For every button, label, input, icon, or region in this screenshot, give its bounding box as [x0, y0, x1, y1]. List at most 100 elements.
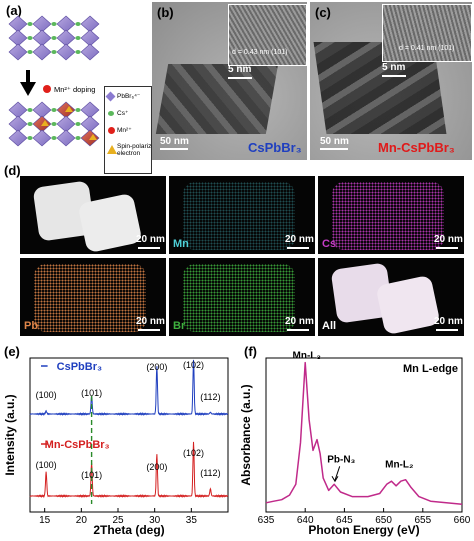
- tem-title-csPbBr3: CsPbBr₃: [248, 140, 302, 155]
- octahedron: [8, 129, 28, 147]
- spin-electron-icon: [107, 145, 117, 154]
- eds-map-cs: Cs 20 nm: [318, 176, 464, 254]
- eds-map-all: All 20 nm: [318, 258, 464, 336]
- cs-ion: [75, 36, 81, 40]
- hrtem-inset: d = 0.43 nm (101): [228, 4, 307, 66]
- octahedron-icon: [105, 91, 116, 102]
- peak-label: (101): [81, 470, 102, 480]
- peak-label: (100): [36, 390, 57, 400]
- cs-ion: [51, 122, 57, 126]
- mn-ion-icon: [108, 127, 115, 134]
- eds-map-pb: Pb 20 nm: [20, 258, 166, 336]
- inset-scale-bar: [228, 77, 252, 79]
- eds-scale-bar: [436, 329, 458, 331]
- octahedron: [32, 129, 52, 147]
- peak-label: (200): [146, 462, 167, 472]
- xrd-series-line: [29, 441, 229, 499]
- perovskite-schematic: Mn²⁺ doping PbBr₆⁴⁻ Cs⁺ Mn²⁺ Spin-polari…: [6, 14, 159, 174]
- peak-label: (100): [36, 460, 57, 470]
- chart-title: Mn L-edge: [403, 363, 458, 375]
- x-tick-label: 660: [454, 515, 471, 526]
- cs-ion: [27, 136, 33, 140]
- eds-scale-label: 20 nm: [136, 316, 165, 327]
- eds-map-mn: Mn 20 nm: [169, 176, 315, 254]
- peak-label: (112): [200, 468, 220, 478]
- eds-element-label: All: [322, 320, 337, 332]
- tem-image-csPbBr3: d = 0.43 nm (101) 5 nm 50 nm CsPbBr₃: [152, 2, 307, 160]
- cs-ion: [27, 36, 33, 40]
- doping-label: Mn²⁺ doping: [54, 85, 95, 94]
- scale-label: 50 nm: [160, 136, 189, 147]
- panel-d-label: (d): [4, 163, 21, 178]
- cs-ion: [51, 108, 57, 112]
- cs-ion: [51, 50, 57, 54]
- tem-image-mn-csPbBr3: d = 0.41 nm (101) 5 nm 50 nm Mn-CsPbBr₃: [310, 2, 472, 160]
- series-label: CsPbBr₃: [57, 361, 102, 373]
- xas-series-line: [265, 361, 463, 506]
- series-label: Mn-CsPbBr₃: [45, 439, 110, 451]
- eds-map-br: Br 20 nm: [169, 258, 315, 336]
- crystal-structure-illustration: Mn²⁺ doping: [8, 15, 100, 147]
- tem-title-mn-csPbBr3: Mn-CsPbBr₃: [378, 140, 455, 155]
- peak-label: (102): [183, 448, 204, 458]
- legend-item-mn: Mn²⁺: [117, 127, 132, 134]
- x-tick-label: 645: [336, 515, 353, 526]
- cs-ion: [27, 50, 33, 54]
- eds-scale-bar: [287, 329, 309, 331]
- spin-electron: [65, 106, 73, 112]
- nanocube-cluster: [155, 64, 279, 134]
- annotation-pb-n3: Pb-N₃: [327, 454, 355, 465]
- x-tick-label: 25: [112, 515, 124, 526]
- inset-scale-label: 5 nm: [228, 64, 252, 75]
- eds-scale-bar: [436, 247, 458, 249]
- x-tick-label: 655: [414, 515, 431, 526]
- octahedron: [80, 43, 100, 61]
- octahedron: [56, 129, 76, 147]
- plot-frame: [265, 357, 463, 513]
- x-tick-label: 635: [258, 515, 275, 526]
- eds-scale-label: 20 nm: [434, 234, 463, 245]
- eds-map-haadf: 20 nm: [20, 176, 166, 254]
- octahedron: [32, 43, 52, 61]
- x-tick-label: 15: [39, 515, 51, 526]
- x-axis-label: Photon Energy (eV): [308, 523, 419, 537]
- cs-ion: [27, 22, 33, 26]
- x-tick-label: 640: [297, 515, 314, 526]
- panel-f-label: (f): [244, 344, 257, 359]
- x-axis-label: 2Theta (deg): [93, 523, 164, 537]
- legend-item-cs: Cs⁺: [117, 110, 129, 117]
- cs-ion: [51, 22, 57, 26]
- octahedron: [80, 129, 100, 147]
- x-tick-label: 30: [149, 515, 161, 526]
- cs-ion-icon: [108, 111, 114, 116]
- eds-scale-label: 20 nm: [434, 316, 463, 327]
- y-axis-label: Absorbance (a.u.): [239, 384, 253, 485]
- eds-element-label: Mn: [173, 238, 189, 250]
- x-tick-label: 35: [186, 515, 198, 526]
- plot-frame: [29, 357, 229, 513]
- cs-ion: [75, 136, 81, 140]
- cs-ion: [75, 22, 81, 26]
- legend-box: PbBr₆⁴⁻ Cs⁺ Mn²⁺ Spin-polarized electron: [104, 86, 159, 174]
- eds-scale-bar: [138, 247, 160, 249]
- xrd-chart: 15 20 25 30 35 2Theta (deg) Intensity (a.u.) Cs…: [3, 357, 229, 537]
- inset-scale-label: 5 nm: [382, 62, 406, 73]
- peak-label: (200): [146, 362, 167, 372]
- hrtem-inset: d = 0.41 nm (101): [382, 4, 472, 62]
- cs-ion: [27, 108, 33, 112]
- spin-electron: [41, 120, 49, 126]
- peak-label: (112): [200, 392, 220, 402]
- eds-map-grid: 20 nm Mn 20 nm Cs 20 nm Pb 20 nm Br 20 nm All 20 n…: [20, 176, 470, 338]
- arrow-head: [331, 476, 339, 483]
- panel-c-label: (c): [315, 5, 331, 20]
- annotation-mn-l3: Mn-L₃: [293, 351, 322, 362]
- d-spacing-label: d = 0.41 nm (101): [399, 45, 455, 52]
- cs-ion: [75, 108, 81, 112]
- x-tick-label: 20: [76, 515, 88, 526]
- peak-label: (101): [81, 388, 102, 398]
- panel-e-label: (e): [4, 344, 20, 359]
- cs-ion: [75, 122, 81, 126]
- legend-item-electron: Spin-polarized electron: [117, 143, 159, 157]
- inset-scale-bar: [382, 75, 406, 77]
- panel-a-label: (a): [6, 3, 22, 18]
